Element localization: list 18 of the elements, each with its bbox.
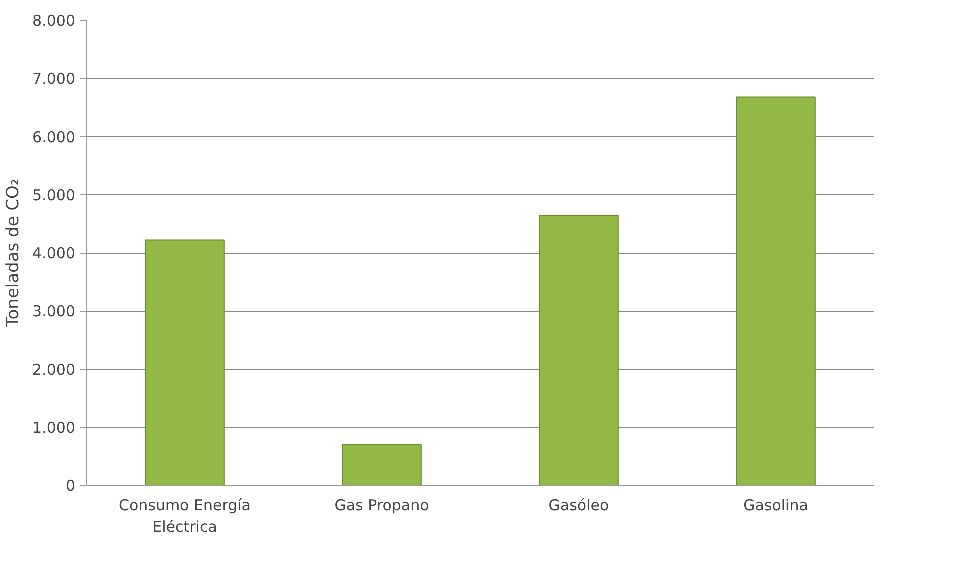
y-tick-label: 5.000 [32,186,76,204]
bar [539,215,619,486]
bar [736,96,816,486]
x-tick-label: Gasóleo [548,496,610,514]
x-tick-label: Gas Propano [334,496,430,514]
bar [145,240,225,486]
y-tick-label: 7.000 [32,70,76,88]
y-tick-label: 6.000 [32,128,76,146]
x-tick-label: Consumo Energía Eléctrica [118,496,252,536]
y-tick-label: 2.000 [32,360,76,379]
x-tick-label: Gasolina [744,496,808,514]
y-tick-label: 8.000 [32,12,76,30]
y-tick-label: 1.000 [32,418,76,437]
y-tick-label: 0 [66,477,76,495]
bar [342,444,422,486]
y-axis-title: Toneladas de CO₂ [4,178,24,328]
y-tick-label: 4.000 [32,244,76,262]
y-tick-label: 3.000 [32,302,76,321]
